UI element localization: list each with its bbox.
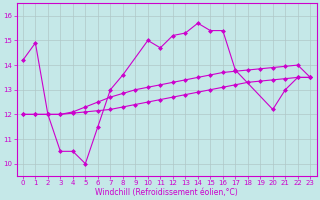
X-axis label: Windchill (Refroidissement éolien,°C): Windchill (Refroidissement éolien,°C)	[95, 188, 238, 197]
